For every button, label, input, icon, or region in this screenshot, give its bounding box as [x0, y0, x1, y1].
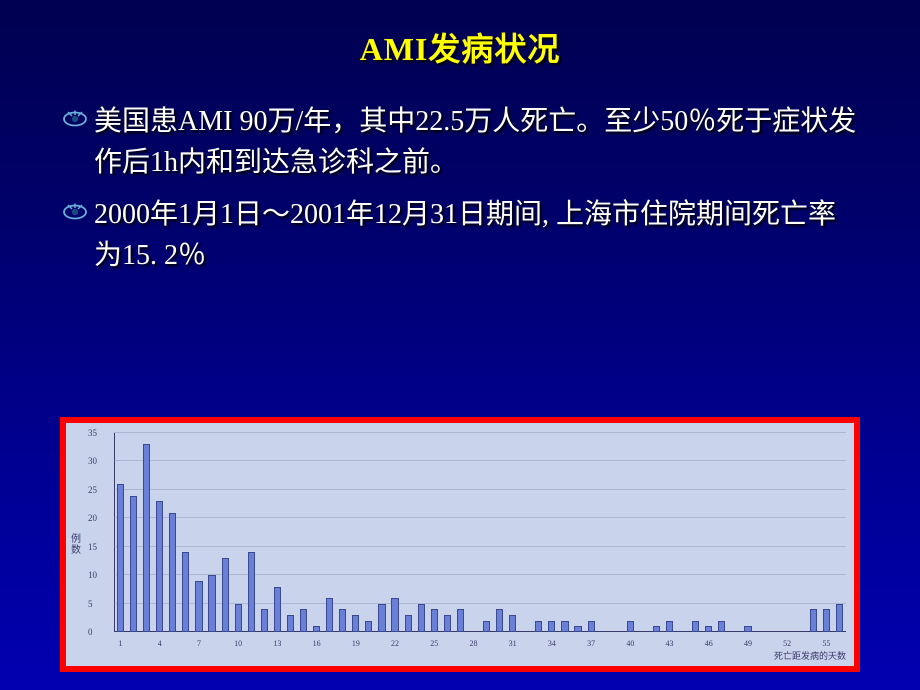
x-axis-label: 死亡距发病的天数	[774, 649, 846, 662]
x-tick: 19	[352, 639, 360, 648]
bar	[391, 598, 398, 632]
x-tick: 16	[313, 639, 321, 648]
bar	[561, 621, 568, 632]
bar	[653, 626, 660, 632]
bar	[117, 484, 124, 632]
bar	[235, 604, 242, 632]
bar	[744, 626, 751, 632]
x-tick: 1	[119, 639, 123, 648]
bar	[261, 609, 268, 632]
bar	[535, 621, 542, 632]
bar	[692, 621, 699, 632]
x-tick: 4	[158, 639, 162, 648]
y-tick: 5	[88, 599, 93, 609]
x-tick: 40	[626, 639, 634, 648]
x-tick: 25	[430, 639, 438, 648]
bar	[627, 621, 634, 632]
bar	[365, 621, 372, 632]
y-tick: 30	[88, 456, 97, 466]
bar	[130, 496, 137, 632]
slide-content: 美国患AMI 90万/年，其中22.5万人死亡。至少50％死于症状发作后1h内和…	[0, 70, 920, 276]
bar	[810, 609, 817, 632]
bar	[496, 609, 503, 632]
bar	[287, 615, 294, 632]
x-tick: 7	[197, 639, 201, 648]
bar	[666, 621, 673, 632]
slide-title: AMI发病状况	[0, 0, 920, 70]
grid-line	[114, 517, 846, 518]
bar	[182, 552, 189, 632]
bar	[574, 626, 581, 632]
y-tick: 20	[88, 513, 97, 523]
plot-area: 0510152025303514710131619222528313437404…	[114, 433, 846, 632]
bullet-text: 2000年1月1日～2001年12月31日期间, 上海市住院期间死亡率为15. …	[94, 195, 860, 276]
bar	[352, 615, 359, 632]
grid-line	[114, 546, 846, 547]
bar	[195, 581, 202, 632]
x-tick: 52	[783, 639, 791, 648]
bar	[705, 626, 712, 632]
chart-frame: 例数 0510152025303514710131619222528313437…	[60, 417, 860, 672]
eye-bullet-icon	[62, 108, 88, 135]
bar	[326, 598, 333, 632]
bullet-text: 美国患AMI 90万/年，其中22.5万人死亡。至少50％死于症状发作后1h内和…	[94, 102, 860, 183]
bullet-item: 美国患AMI 90万/年，其中22.5万人死亡。至少50％死于症状发作后1h内和…	[62, 102, 860, 183]
bar	[313, 626, 320, 632]
grid-line	[114, 460, 846, 461]
bar	[836, 604, 843, 632]
x-tick: 37	[587, 639, 595, 648]
x-tick: 43	[666, 639, 674, 648]
bar	[156, 501, 163, 632]
grid-line	[114, 489, 846, 490]
bar	[405, 615, 412, 632]
x-tick: 46	[705, 639, 713, 648]
x-tick: 22	[391, 639, 399, 648]
bar	[274, 587, 281, 632]
bar	[444, 615, 451, 632]
bar	[718, 621, 725, 632]
bar	[248, 552, 255, 632]
y-tick: 25	[88, 485, 97, 495]
bar	[378, 604, 385, 632]
x-tick: 55	[822, 639, 830, 648]
bar	[457, 609, 464, 632]
bar	[208, 575, 215, 632]
x-tick: 13	[273, 639, 281, 648]
bar	[222, 558, 229, 632]
bar	[823, 609, 830, 632]
x-tick: 31	[509, 639, 517, 648]
bullet-item: 2000年1月1日～2001年12月31日期间, 上海市住院期间死亡率为15. …	[62, 195, 860, 276]
y-axis-label: 例数	[70, 534, 82, 556]
bar	[431, 609, 438, 632]
bar	[339, 609, 346, 632]
y-tick: 10	[88, 570, 97, 580]
bar	[169, 513, 176, 632]
bar	[300, 609, 307, 632]
bar	[588, 621, 595, 632]
x-tick: 49	[744, 639, 752, 648]
eye-bullet-icon	[62, 201, 88, 228]
x-tick: 34	[548, 639, 556, 648]
bar	[509, 615, 516, 632]
y-tick: 35	[88, 428, 97, 438]
x-tick: 28	[469, 639, 477, 648]
y-tick: 0	[88, 627, 93, 637]
bar	[483, 621, 490, 632]
bar	[418, 604, 425, 632]
grid-line	[114, 432, 846, 433]
bar	[143, 444, 150, 632]
bar	[548, 621, 555, 632]
x-tick: 10	[234, 639, 242, 648]
chart-area: 例数 0510152025303514710131619222528313437…	[66, 423, 854, 666]
y-tick: 15	[88, 542, 97, 552]
